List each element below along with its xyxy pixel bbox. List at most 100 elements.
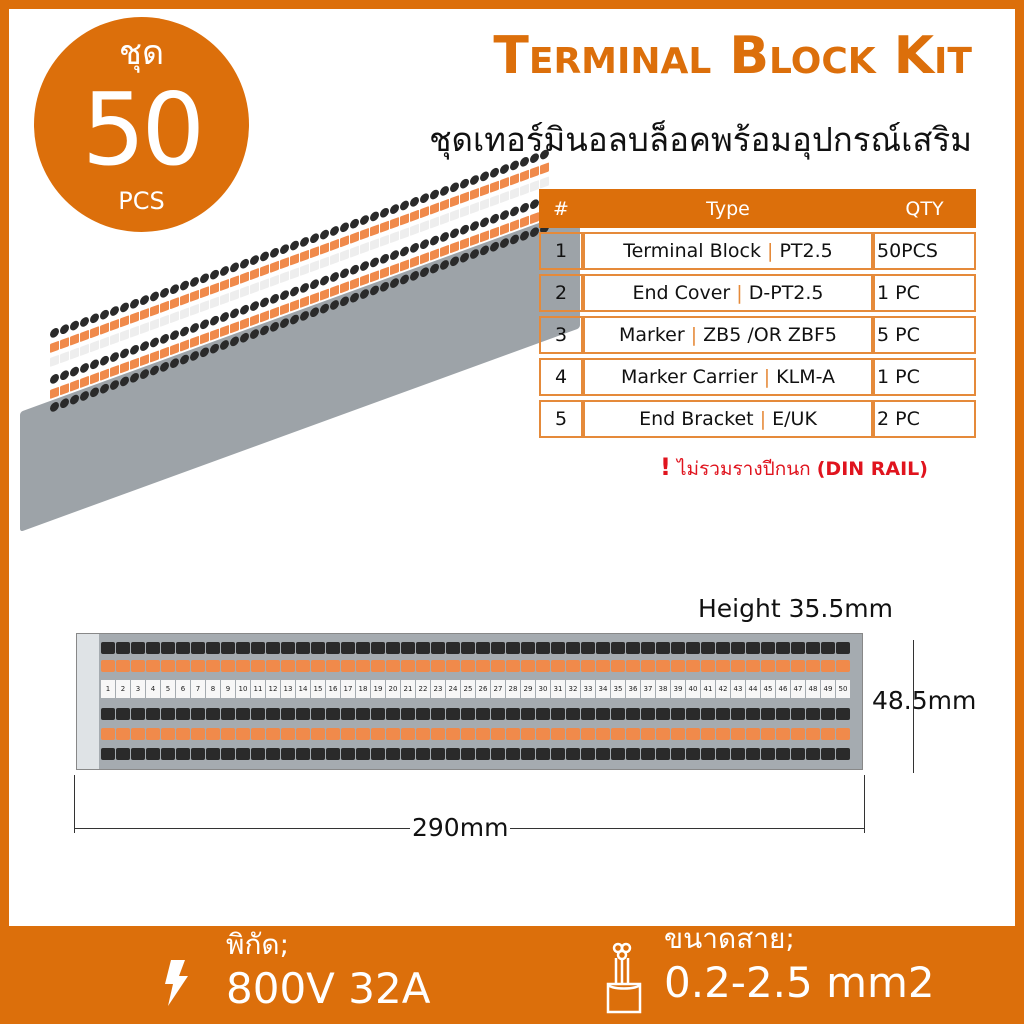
terminal-slot — [250, 267, 259, 281]
terminal-slot — [116, 660, 130, 672]
terminal-slot — [701, 708, 715, 720]
terminal-slot — [686, 708, 700, 720]
terminal-slot — [641, 728, 655, 740]
terminal-slot — [410, 241, 419, 254]
terminal-slot — [236, 642, 250, 654]
terminal-slot — [460, 205, 469, 218]
terminal-slot — [341, 748, 355, 760]
row-number: 5 — [539, 400, 583, 438]
marker-label: 45 — [761, 680, 775, 698]
terminal-slot — [146, 660, 160, 672]
terminal-slot — [206, 708, 220, 720]
terminal-slot — [821, 642, 835, 654]
marker-label: 18 — [356, 680, 370, 698]
terminal-slot — [746, 642, 760, 654]
terminal-slot — [440, 212, 449, 226]
terminal-slot — [461, 660, 475, 672]
terminal-slot — [806, 660, 820, 672]
terminal-slot — [300, 235, 309, 249]
terminal-slot — [340, 235, 349, 248]
terminal-slot — [280, 271, 289, 284]
terminal-slot — [160, 332, 169, 345]
terminal-slot — [410, 195, 419, 208]
terminal-slot — [270, 274, 279, 287]
marker-label: 46 — [776, 680, 790, 698]
terminal-slot — [386, 748, 400, 760]
terminal-slot — [220, 264, 229, 278]
separator: | — [767, 240, 774, 262]
terminal-slot — [761, 748, 775, 760]
marker-label: 25 — [461, 680, 475, 698]
terminal-slot — [746, 728, 760, 740]
terminal-slot — [821, 708, 835, 720]
terminal-slot — [140, 307, 149, 321]
terminal-slot — [656, 642, 670, 654]
terminal-slot — [311, 708, 325, 720]
terminal-slot — [416, 728, 430, 740]
terminal-slot — [221, 642, 235, 654]
terminal-slot — [420, 192, 429, 205]
marker-label: 4 — [146, 680, 160, 698]
terminal-slot — [101, 642, 115, 654]
terminal-slot — [290, 267, 299, 280]
length-dimension: 290mm — [410, 813, 511, 843]
terminal-slot — [120, 329, 129, 342]
terminal-slot — [551, 660, 565, 672]
note-highlight: (DIN RAIL) — [816, 458, 928, 480]
marker-label: 19 — [371, 680, 385, 698]
terminal-slot — [280, 289, 289, 302]
terminal-slot — [191, 708, 205, 720]
terminal-slot — [266, 642, 280, 654]
terminal-slot — [110, 318, 119, 332]
terminal-slot — [206, 642, 220, 654]
row-type: Marker Carrier | KLM-A — [583, 358, 873, 396]
row-type: End Cover | D-PT2.5 — [583, 274, 873, 312]
marker-label: 38 — [656, 680, 670, 698]
terminal-slot — [311, 748, 325, 760]
terminal-slot — [491, 708, 505, 720]
terminal-slot — [450, 181, 459, 194]
terminal-slot — [100, 336, 109, 349]
terminal-slot — [370, 256, 379, 269]
terminal-slot — [701, 642, 715, 654]
table-row: 2 End Cover | D-PT2.5 1 PC — [539, 274, 976, 312]
note-text: ไม่รวมรางปีกนก — [677, 458, 811, 480]
terminal-slot — [220, 278, 229, 292]
terminal-slot — [70, 333, 79, 346]
terminal-slot — [191, 728, 205, 740]
terminal-slot — [461, 748, 475, 760]
terminal-slot — [641, 748, 655, 760]
terminal-slot — [400, 199, 409, 212]
marker-label: 14 — [296, 680, 310, 698]
terminal-slot — [506, 642, 520, 654]
terminal-slot — [80, 329, 89, 343]
marker-label: 17 — [341, 680, 355, 698]
terminal-slot — [731, 748, 745, 760]
terminal-slot — [80, 343, 89, 357]
terminal-slot — [176, 708, 190, 720]
terminal-slot — [281, 748, 295, 760]
terminal-slot — [340, 249, 349, 262]
page-subtitle: ชุดเทอร์มินอลบล็อคพร้อมอุปกรณ์เสริม — [429, 120, 972, 159]
terminal-slot — [116, 748, 130, 760]
terminal-slot — [221, 728, 235, 740]
terminal-slot — [581, 660, 595, 672]
terminal-slot — [200, 318, 209, 331]
terminal-slot — [236, 748, 250, 760]
terminal-slot — [476, 708, 490, 720]
kit-contents-table: # Type QTY 1 Terminal Block | PT2.5 50PC… — [539, 185, 976, 442]
terminal-slot — [566, 748, 580, 760]
terminal-slot — [761, 642, 775, 654]
row-type: Terminal Block | PT2.5 — [583, 232, 873, 270]
terminal-slot — [641, 660, 655, 672]
terminal-slot — [671, 748, 685, 760]
terminal-slot — [731, 660, 745, 672]
marker-label: 28 — [506, 680, 520, 698]
terminal-slot — [431, 660, 445, 672]
length-tick-right — [864, 775, 865, 833]
terminal-slot — [146, 728, 160, 740]
marker-label: 26 — [476, 680, 490, 698]
terminal-slot — [581, 708, 595, 720]
terminal-slot — [190, 275, 199, 289]
terminal-slot — [491, 642, 505, 654]
